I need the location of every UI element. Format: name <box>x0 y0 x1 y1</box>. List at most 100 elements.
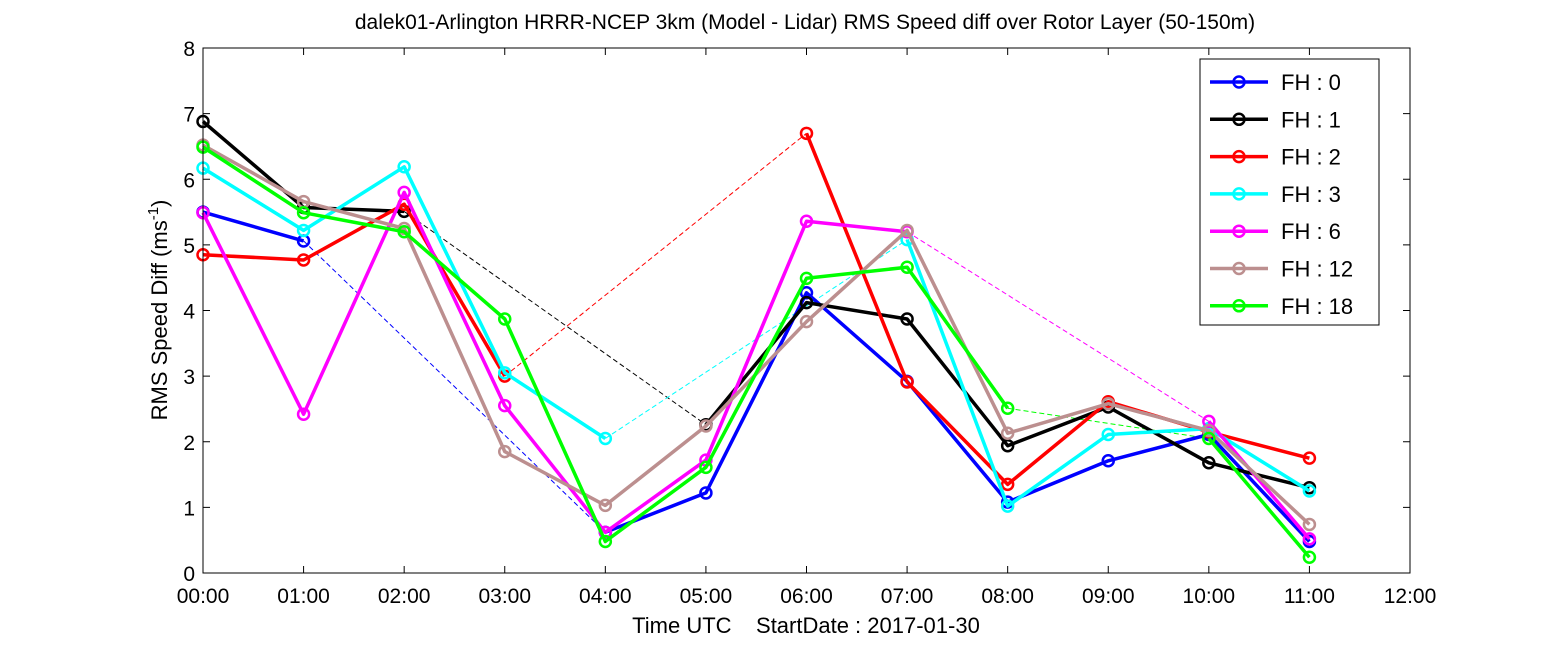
series-layer <box>196 114 1317 564</box>
data-point-fh-18 <box>699 460 713 475</box>
legend-box <box>1199 58 1380 326</box>
series-fh-2 <box>196 126 1317 492</box>
data-point-fh-6 <box>498 398 512 413</box>
data-point-fh-6 <box>397 185 411 200</box>
x-tick-label: 11:00 <box>1284 585 1335 608</box>
data-point-fh-0 <box>699 486 713 500</box>
legend-label: FH : 18 <box>1281 294 1353 319</box>
series-line-fh-1 <box>704 300 1310 490</box>
x-tick-label: 02:00 <box>378 585 431 608</box>
data-point-fh-18 <box>1202 431 1216 446</box>
data-point-fh-6 <box>296 407 311 421</box>
data-point-fh-3 <box>598 431 613 446</box>
data-point-fh-18 <box>498 312 512 326</box>
y-tick-label: 0 <box>183 563 195 586</box>
data-point-fh-18 <box>598 534 613 549</box>
series-line-fh-6 <box>201 190 908 535</box>
data-point-fh-3 <box>1101 427 1115 442</box>
gap-connector-fh-2 <box>504 132 807 377</box>
data-point-fh-2 <box>799 126 814 141</box>
data-point-fh-12 <box>699 419 713 433</box>
legend-swatch-marker <box>1232 187 1246 201</box>
series-line-fh-2 <box>202 202 507 377</box>
gap-connector-fh-0 <box>303 240 606 533</box>
y-tick-label: 5 <box>183 235 195 258</box>
data-point-fh-6 <box>1202 414 1216 429</box>
y-tick-label: 8 <box>183 38 195 61</box>
data-point-fh-12 <box>1202 423 1216 438</box>
data-point-fh-12 <box>799 314 814 329</box>
x-tick-label: 06:00 <box>780 585 833 608</box>
data-point-fh-12 <box>900 223 914 238</box>
data-point-fh-12 <box>498 444 512 459</box>
series-line-fh-0 <box>604 291 1311 543</box>
series-line-fh-18 <box>1207 437 1311 559</box>
x-axis: 00:00 01:00 02:00 03:00 04:00 05:00 06:00 07:00… <box>177 48 1437 608</box>
x-tick-label: 10:00 <box>1183 585 1236 608</box>
series-line-fh-6 <box>1207 420 1311 541</box>
legend-label: FH : 0 <box>1281 70 1341 95</box>
y-tick-label: 3 <box>183 366 195 389</box>
gap-connector-fh-18 <box>1007 407 1209 439</box>
x-tick-label: 08:00 <box>981 585 1034 608</box>
y-tick-label: 6 <box>183 169 195 192</box>
x-tick-label: 03:00 <box>478 585 531 608</box>
data-point-fh-18 <box>397 225 411 239</box>
data-point-fh-2 <box>296 253 311 267</box>
y-axis-label-superscript: -1 <box>145 207 162 220</box>
y-tick-label: 7 <box>183 104 195 127</box>
gap-connector-fh-6 <box>906 231 1210 422</box>
series-fh-18 <box>196 140 1317 564</box>
y-axis-label-end: ) <box>147 200 172 207</box>
y-axis-label: RMS Speed Diff (ms-1) <box>145 200 172 421</box>
legend: FH : 0 FH : 1 FH : 2 FH : 3 FH : 6 FH : 12 FH … <box>1199 58 1380 326</box>
series-line-fh-18 <box>202 145 1010 544</box>
data-point-fh-1 <box>1000 438 1015 453</box>
data-point-fh-12 <box>598 498 613 513</box>
legend-label: FH : 6 <box>1281 219 1341 244</box>
legend-swatch-marker <box>1232 224 1246 238</box>
data-point-fh-3 <box>397 160 411 174</box>
legend-swatch-marker <box>1232 112 1246 127</box>
legend-swatch-marker <box>1232 75 1246 89</box>
x-tick-label: 01:00 <box>277 585 330 608</box>
data-point-fh-3 <box>296 223 311 238</box>
data-point-fh-3 <box>498 366 512 380</box>
legend-label: FH : 12 <box>1281 257 1353 282</box>
data-point-fh-18 <box>296 205 311 220</box>
y-tick-label: 1 <box>183 497 195 520</box>
data-point-fh-12 <box>1000 426 1015 440</box>
gap-connector-fh-1 <box>403 210 707 426</box>
x-tick-label: 07:00 <box>881 585 934 608</box>
series-line-fh-3 <box>905 238 1311 508</box>
data-point-fh-2 <box>1000 477 1015 492</box>
series-line-fh-2 <box>804 132 1310 487</box>
data-point-fh-3 <box>1000 499 1015 513</box>
series-line-fh-0 <box>202 210 305 243</box>
x-tick-label: 00:00 <box>177 585 230 608</box>
data-point-fh-6 <box>1302 532 1317 546</box>
data-point-fh-18 <box>900 260 914 274</box>
x-axis-label: Time UTC StartDate : 2017-01-30 <box>632 613 980 638</box>
data-point-fh-12 <box>1302 517 1317 532</box>
x-tick-label: 04:00 <box>579 585 632 608</box>
x-tick-label: 05:00 <box>680 585 733 608</box>
data-point-fh-2 <box>1302 451 1317 465</box>
y-tick-label: 2 <box>183 432 195 455</box>
legend-swatch-marker <box>1232 299 1246 313</box>
y-axis: 0 1 2 3 4 5 6 7 8 <box>183 38 1410 586</box>
data-point-fh-18 <box>1302 550 1317 564</box>
data-point-fh-18 <box>799 271 814 286</box>
legend-label: FH : 3 <box>1281 182 1341 207</box>
data-point-fh-1 <box>1202 456 1216 470</box>
x-tick-label: 12:00 <box>1384 585 1437 608</box>
data-point-fh-1 <box>900 312 914 326</box>
data-point-fh-18 <box>1000 401 1015 416</box>
x-tick-label: 09:00 <box>1082 585 1135 608</box>
data-point-fh-6 <box>799 214 814 228</box>
legend-label: FH : 2 <box>1281 145 1341 170</box>
legend-label: FH : 1 <box>1281 107 1341 132</box>
legend-swatch-marker <box>1232 261 1246 276</box>
data-point-fh-2 <box>900 375 914 389</box>
